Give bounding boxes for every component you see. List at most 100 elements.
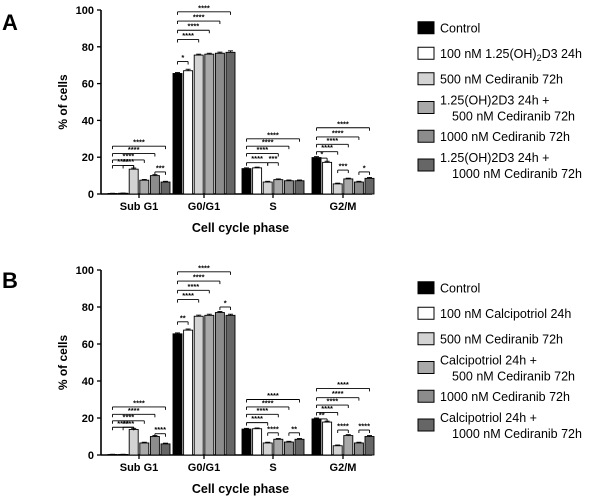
y-tick-label: 40 — [82, 115, 94, 127]
bar — [364, 436, 375, 456]
bar — [139, 442, 150, 456]
bar — [172, 73, 183, 195]
bar — [262, 442, 273, 456]
legend-label-part: D3 24h — [542, 47, 582, 61]
bar — [241, 428, 252, 456]
legend-swatch — [417, 332, 435, 346]
y-tick-label: 40 — [82, 376, 94, 388]
y-axis-title: % of cells — [56, 335, 70, 391]
y-tick-label: 80 — [82, 42, 94, 54]
y-tick-label: 100 — [76, 265, 94, 277]
x-tick-label: G0/G1 — [188, 201, 220, 213]
significance-label: **** — [117, 157, 129, 166]
significance-label: **** — [117, 419, 129, 428]
significance-label: **** — [332, 128, 344, 137]
x-tick-label: Sub G1 — [120, 201, 159, 213]
significance-label: * — [320, 150, 323, 159]
significance-label: * — [224, 299, 227, 308]
bar — [193, 54, 204, 195]
bar — [283, 441, 294, 456]
bar — [160, 443, 171, 456]
bar — [204, 314, 215, 456]
significance-label: **** — [198, 263, 210, 272]
x-axis-title: Cell cycle phase — [192, 482, 289, 496]
y-tick-label: 20 — [82, 152, 94, 164]
x-tick-label: S — [269, 462, 276, 474]
bar — [283, 180, 294, 195]
significance-label: **** — [327, 136, 339, 145]
legend-swatch — [417, 361, 435, 374]
legend-swatch — [417, 389, 435, 403]
x-tick-label: G0/G1 — [188, 462, 220, 474]
y-axis-title: % of cells — [56, 74, 70, 130]
significance-label: **** — [182, 31, 194, 40]
bar — [343, 435, 354, 456]
bar — [332, 445, 343, 456]
panel-label: B — [2, 268, 18, 293]
legend-swatch — [417, 21, 435, 35]
significance-label: **** — [337, 380, 349, 389]
bar — [322, 421, 333, 456]
significance-label: **** — [332, 389, 344, 398]
significance-label: **** — [262, 138, 274, 147]
significance-label: *** — [269, 154, 278, 163]
legend-label: 1000 nM Cediranib 72h — [440, 130, 570, 144]
significance-label: **** — [133, 138, 145, 147]
significance-label: **** — [257, 145, 269, 154]
significance-label: ** — [319, 410, 325, 419]
bar — [273, 438, 284, 456]
x-tick-label: G2/M — [330, 462, 357, 474]
bar — [311, 157, 322, 195]
significance-label: **** — [251, 154, 263, 163]
y-tick-label: 60 — [82, 339, 94, 351]
x-tick-label: Sub G1 — [120, 462, 159, 474]
bar — [353, 181, 364, 195]
bar — [128, 168, 139, 195]
significance-label: **** — [267, 391, 279, 400]
significance-label: ** — [180, 313, 186, 322]
legend-label-subscript: 2 — [537, 53, 542, 63]
legend-label-line2: 500 nM Cediranib 72h — [452, 110, 575, 124]
significance-label: **** — [321, 143, 333, 152]
significance-label: **** — [267, 424, 279, 433]
bar — [183, 70, 194, 195]
bar — [311, 418, 322, 456]
bar — [139, 179, 150, 195]
legend-swatch — [417, 129, 435, 143]
y-tick-label: 80 — [82, 302, 94, 314]
bar — [128, 429, 139, 456]
legend-label: Control — [440, 281, 480, 295]
bar — [149, 175, 160, 195]
legend-label: Calcipotriol 24h + — [440, 411, 537, 425]
legend-label-line2: 1000 nM Cediranib 72h — [452, 427, 582, 441]
y-tick-label: 20 — [82, 413, 94, 425]
y-tick-label: 0 — [88, 189, 94, 201]
significance-label: **** — [123, 419, 135, 428]
legend-label-line2: 1000 nM Cediranib 72h — [452, 167, 582, 181]
significance-label: **** — [193, 13, 205, 22]
bar — [160, 181, 171, 195]
significance-label: **** — [123, 157, 135, 166]
bar — [172, 333, 183, 456]
significance-label: **** — [337, 119, 349, 128]
bar — [332, 183, 343, 195]
legend-swatch — [417, 46, 435, 60]
legend-label: 500 nM Cediranib 72h — [440, 72, 563, 86]
significance-label: **** — [337, 422, 349, 431]
significance-label: ** — [291, 424, 297, 433]
significance-label: * — [363, 163, 366, 172]
significance-label: *** — [156, 163, 165, 172]
significance-label: **** — [193, 273, 205, 282]
legend-swatch — [417, 281, 435, 295]
bar — [214, 312, 225, 456]
bar — [353, 442, 364, 456]
bar — [294, 180, 305, 195]
significance-label: **** — [128, 145, 140, 154]
bar — [252, 167, 263, 195]
legend-label-line2: 500 nM Cediranib 72h — [452, 370, 575, 384]
legend-label-part: 100 nM 1.25(OH) — [440, 47, 537, 61]
y-tick-label: 60 — [82, 79, 94, 91]
significance-label: **** — [257, 406, 269, 415]
legend-swatch — [417, 418, 435, 432]
